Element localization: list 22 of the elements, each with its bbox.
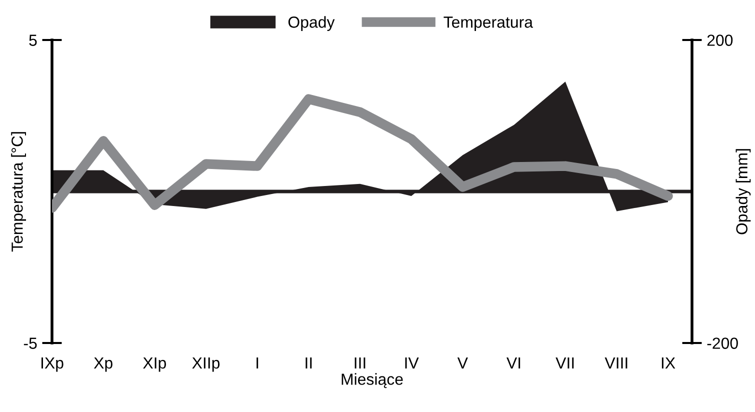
y2-axis-title: Opady [mm]: [736, 149, 751, 234]
x-tick-label: IX: [662, 357, 676, 368]
x-tick-label: XIIp: [192, 357, 220, 372]
x-tick-label: IXp: [41, 357, 64, 372]
y-axis-title: Temperatura [°C]: [11, 132, 26, 252]
y-tick-label: -5: [24, 338, 37, 349]
x-tick-label: II: [306, 357, 312, 368]
x-tick-label: V: [457, 357, 468, 368]
x-tick-label: I: [256, 357, 258, 368]
legend-label: Temperatura: [444, 16, 533, 31]
x-tick-label: IV: [405, 357, 419, 368]
x-axis-title: Miesiące: [342, 373, 403, 388]
y2-tick-label: -200: [707, 338, 738, 349]
x-tick-label: XIp: [143, 357, 166, 372]
x-tick-label: III: [354, 357, 366, 368]
y2-tick-label: 200: [707, 34, 733, 46]
x-tick-label: Xp: [94, 357, 112, 372]
y-tick-label: 5: [29, 34, 37, 46]
legend-label: Opady: [288, 16, 335, 31]
x-tick-label: VIII: [604, 357, 628, 368]
x-tick-label: VII: [556, 357, 574, 368]
x-tick-label: VI: [506, 357, 520, 368]
